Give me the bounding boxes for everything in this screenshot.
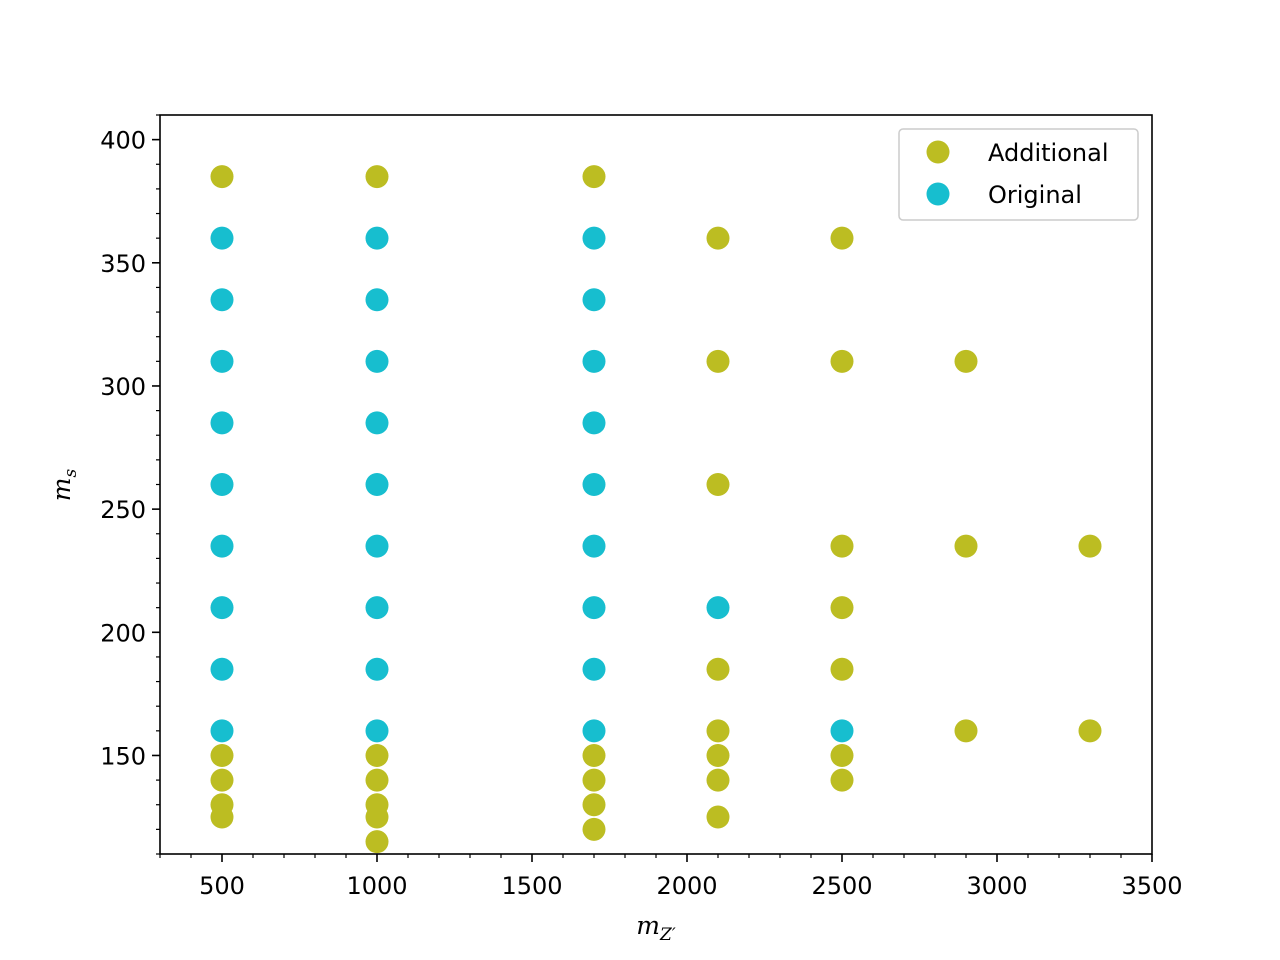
data-point-additional bbox=[365, 768, 389, 792]
data-point-original bbox=[582, 411, 606, 435]
data-point-additional bbox=[706, 805, 730, 829]
data-point-additional bbox=[954, 534, 978, 558]
data-point-additional bbox=[582, 793, 606, 817]
data-point-additional bbox=[210, 768, 234, 792]
data-point-original bbox=[706, 596, 730, 620]
data-point-additional bbox=[582, 743, 606, 767]
data-point-additional bbox=[830, 534, 854, 558]
data-point-original bbox=[365, 473, 389, 496]
data-point-original bbox=[582, 288, 606, 312]
data-point-original bbox=[365, 657, 389, 681]
data-point-additional bbox=[582, 817, 606, 841]
y-tick-label: 150 bbox=[100, 742, 146, 770]
data-point-additional bbox=[365, 743, 389, 767]
data-point-additional bbox=[830, 743, 854, 767]
data-point-additional bbox=[582, 165, 606, 189]
data-point-additional bbox=[210, 165, 234, 189]
data-point-additional bbox=[706, 226, 730, 250]
x-tick-label: 500 bbox=[199, 872, 245, 900]
x-tick-label: 1500 bbox=[501, 872, 562, 900]
minor-ticks bbox=[156, 114, 1122, 858]
data-point-additional bbox=[706, 768, 730, 792]
data-point-additional bbox=[706, 719, 730, 743]
x-tick-label: 3000 bbox=[966, 872, 1027, 900]
data-point-additional bbox=[706, 473, 730, 496]
data-point-original bbox=[365, 411, 389, 435]
data-point-original bbox=[582, 719, 606, 743]
x-tick-label: 1000 bbox=[346, 872, 407, 900]
data-point-additional bbox=[830, 657, 854, 681]
y-tick-label: 400 bbox=[100, 127, 146, 155]
y-tick-label: 250 bbox=[100, 496, 146, 524]
data-point-additional bbox=[210, 805, 234, 829]
data-point-original bbox=[365, 288, 389, 312]
data-point-additional bbox=[954, 349, 978, 373]
data-point-original bbox=[582, 473, 606, 496]
series-additional bbox=[210, 165, 1102, 854]
data-point-original bbox=[210, 719, 234, 743]
data-point-additional bbox=[830, 768, 854, 792]
data-point-additional bbox=[706, 349, 730, 373]
data-point-additional bbox=[210, 743, 234, 767]
x-tick-label: 3500 bbox=[1121, 872, 1182, 900]
y-tick-label: 300 bbox=[100, 373, 146, 401]
legend-label-original: Original bbox=[988, 181, 1082, 209]
data-point-original bbox=[210, 534, 234, 558]
data-point-additional bbox=[365, 830, 389, 854]
data-point-additional bbox=[830, 349, 854, 373]
legend-marker-original bbox=[926, 182, 950, 206]
data-point-original bbox=[365, 596, 389, 620]
data-point-original bbox=[582, 657, 606, 681]
data-point-original bbox=[210, 226, 234, 250]
data-point-additional bbox=[830, 596, 854, 620]
data-point-original bbox=[582, 226, 606, 250]
data-point-additional bbox=[706, 743, 730, 767]
x-axis-label-main: m bbox=[636, 911, 660, 940]
data-point-additional bbox=[954, 719, 978, 743]
data-point-original bbox=[365, 349, 389, 373]
x-axis-label: mZ′ bbox=[636, 911, 676, 945]
data-point-original bbox=[582, 534, 606, 558]
data-point-additional bbox=[830, 226, 854, 250]
data-point-original bbox=[210, 596, 234, 620]
data-point-additional bbox=[365, 165, 389, 189]
legend: Additional Original bbox=[898, 128, 1139, 221]
series-original bbox=[210, 226, 854, 743]
y-axis-label-sub: s bbox=[61, 469, 81, 478]
data-point-additional bbox=[582, 768, 606, 792]
plot-frame bbox=[159, 114, 1153, 855]
data-point-original bbox=[210, 288, 234, 312]
data-point-original bbox=[210, 473, 234, 496]
data-point-original bbox=[210, 657, 234, 681]
data-point-original bbox=[582, 596, 606, 620]
y-axis-label: ms bbox=[47, 469, 81, 502]
data-point-original bbox=[365, 534, 389, 558]
x-tick-label: 2500 bbox=[811, 872, 872, 900]
y-tick-label: 350 bbox=[100, 250, 146, 278]
legend-box bbox=[898, 128, 1139, 221]
legend-marker-additional bbox=[926, 140, 950, 164]
legend-label-additional: Additional bbox=[988, 139, 1108, 167]
x-tick-label: 2000 bbox=[656, 872, 717, 900]
data-points bbox=[210, 165, 1102, 854]
data-point-original bbox=[210, 411, 234, 435]
data-point-additional bbox=[1078, 719, 1102, 743]
y-axis-label-main: m bbox=[47, 478, 76, 502]
data-point-original bbox=[830, 719, 854, 743]
x-axis-label-sub: Z′ bbox=[659, 925, 676, 945]
major-ticks: 500 1000 1500 2000 2500 3000 3500 150 200 250 300 3… bbox=[100, 127, 1182, 900]
data-point-original bbox=[365, 719, 389, 743]
data-point-original bbox=[210, 349, 234, 373]
data-point-original bbox=[582, 349, 606, 373]
y-tick-label: 200 bbox=[100, 619, 146, 647]
data-point-additional bbox=[1078, 534, 1102, 558]
data-point-original bbox=[365, 226, 389, 250]
data-point-additional bbox=[706, 657, 730, 681]
data-point-additional bbox=[365, 805, 389, 829]
